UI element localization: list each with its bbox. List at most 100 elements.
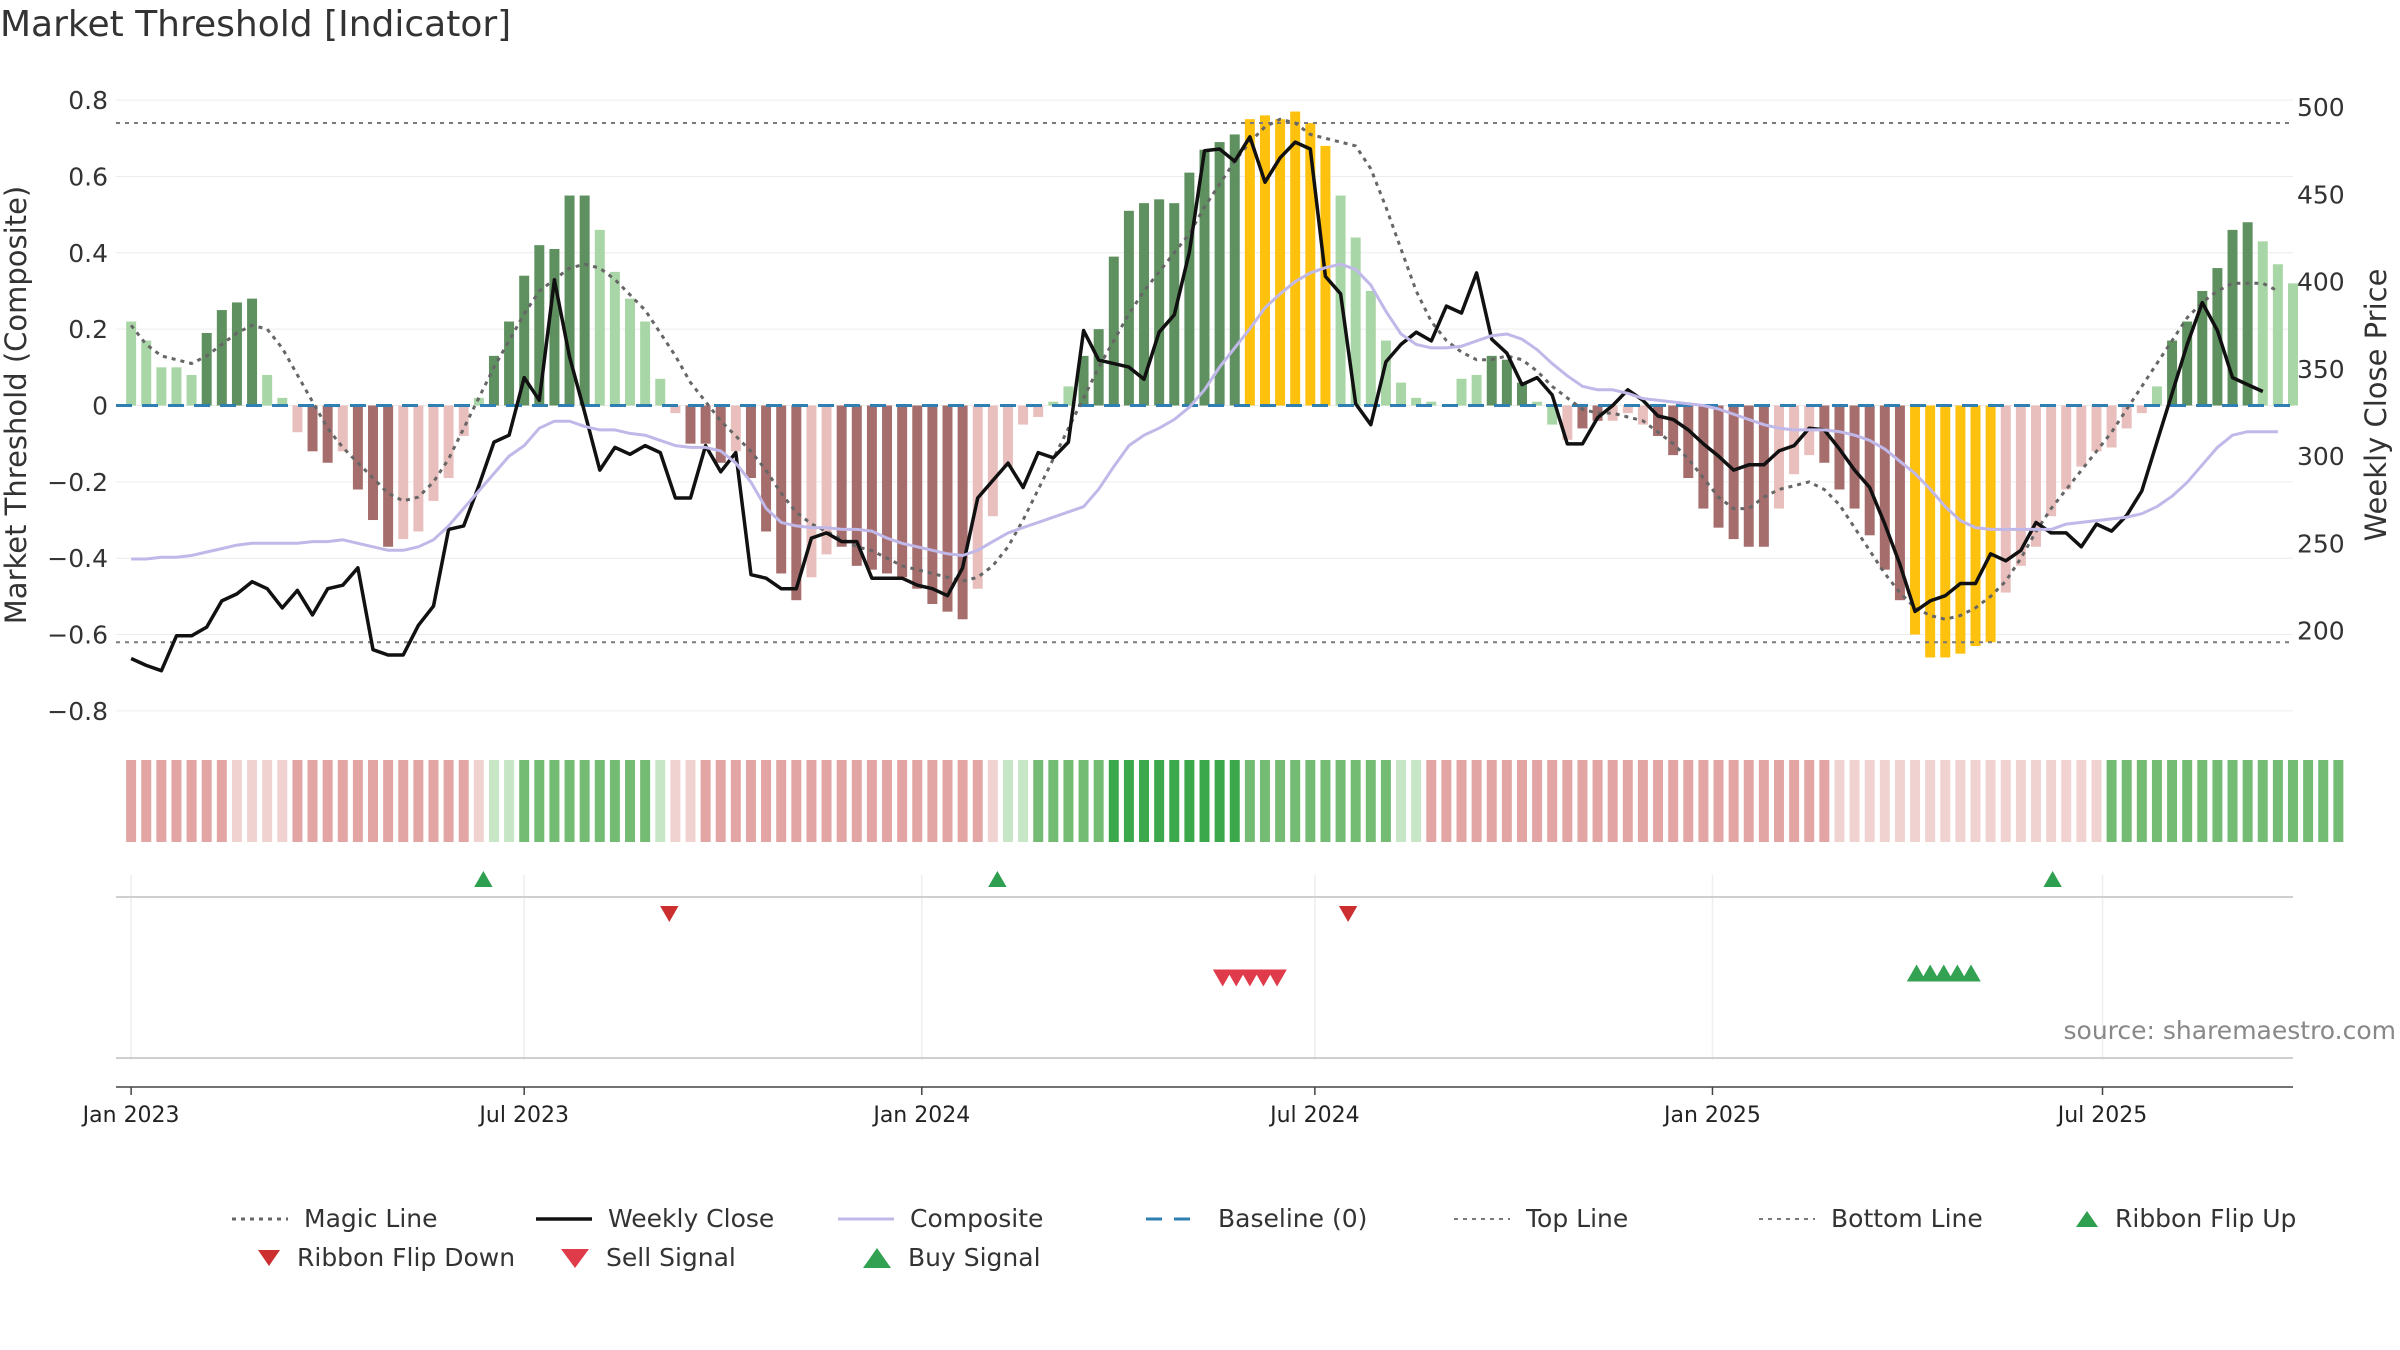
composite-bar — [1985, 405, 1996, 643]
composite-bar — [2272, 264, 2283, 406]
composite-bar — [1154, 199, 1165, 406]
ribbon-cell — [1456, 760, 1467, 842]
legend-label: Sell Signal — [606, 1243, 736, 1272]
buy-signal-legend-item: Buy Signal — [860, 1243, 1041, 1272]
ribbon-cell — [1834, 760, 1845, 842]
y-tick-label-right: 200 — [2297, 617, 2345, 646]
buy-signal-marker — [1961, 964, 1981, 982]
composite-bar — [655, 378, 666, 406]
composite-bar — [2151, 386, 2162, 406]
ribbon-flip-up-marker — [988, 871, 1007, 887]
ribbon-cell — [488, 760, 499, 842]
ribbon-cell — [1380, 760, 1391, 842]
composite-bar — [1048, 401, 1059, 406]
ribbon-cell — [443, 760, 454, 842]
composite-bar — [2076, 405, 2087, 467]
ribbon-cell — [1804, 760, 1815, 842]
ribbon-cell — [1743, 760, 1754, 842]
y-tick-label: −0.2 — [47, 468, 108, 497]
composite-bar — [866, 405, 877, 570]
ribbon-cell — [1275, 760, 1286, 842]
composite-bar — [1743, 405, 1754, 547]
composite-bar — [2212, 268, 2223, 406]
composite-bar — [1259, 115, 1270, 406]
ribbon-cell — [1244, 760, 1255, 842]
composite-bar — [730, 405, 741, 452]
ribbon-cell — [1879, 760, 1890, 842]
composite-bar — [594, 229, 605, 406]
sell-signal-marker — [1240, 969, 1260, 987]
sell-signal-legend-item: Sell Signal — [558, 1243, 736, 1272]
y-tick-label-right: 250 — [2297, 529, 2345, 558]
composite-bar — [277, 397, 288, 406]
composite-bar — [216, 310, 227, 406]
ribbon-cell — [882, 760, 893, 842]
composite-bar — [1864, 405, 1875, 536]
composite-bar — [897, 405, 908, 578]
composite-bar — [836, 405, 847, 547]
composite-bar — [2257, 241, 2268, 406]
ribbon-cell — [564, 760, 575, 842]
composite-bar — [504, 321, 515, 406]
composite-bar — [1789, 405, 1800, 475]
ribbon-cell — [2046, 760, 2057, 842]
sell-signal-marker — [1226, 969, 1247, 987]
ribbon-cell — [277, 760, 288, 842]
ribbon-cell — [806, 760, 817, 842]
ribbon-cell — [1093, 760, 1104, 842]
ribbon-cell — [2061, 760, 2072, 842]
composite-bar — [1773, 405, 1784, 509]
composite-bar — [2288, 283, 2298, 406]
ribbon-cell — [2318, 760, 2329, 842]
composite-bar — [2121, 405, 2132, 429]
composite-bar — [2091, 405, 2102, 452]
legend-label: Top Line — [1526, 1204, 1629, 1233]
ribbon-flip-up-marker — [474, 871, 493, 887]
y-tick-label-right: 450 — [2297, 180, 2345, 209]
ribbon-cell — [1562, 760, 1573, 842]
composite-bar — [761, 405, 772, 532]
y-tick-label-right: 300 — [2297, 442, 2345, 471]
x-tick-label: Jan 2024 — [871, 1103, 970, 1128]
ribbon-cell — [2227, 760, 2238, 842]
weekly-close-legend-item: Weekly Close — [534, 1204, 774, 1233]
ribbon-flip-up-legend-item: Ribbon Flip Up — [2073, 1204, 2296, 1233]
ribbon-band — [126, 760, 2344, 842]
ribbon-cell — [1350, 760, 1361, 842]
ribbon-cell — [231, 760, 242, 842]
signal-markers — [116, 871, 2293, 1059]
composite-bar — [685, 405, 696, 444]
buy-signal-marker — [1906, 964, 1927, 982]
x-tick-label: Jan 2025 — [1662, 1103, 1761, 1128]
ribbon-cell — [1683, 760, 1694, 842]
composite-bar — [1607, 405, 1618, 421]
composite-bar — [2046, 405, 2057, 517]
composite-bar — [413, 405, 424, 532]
ribbon-cell — [186, 760, 197, 842]
composite-bar — [2061, 405, 2072, 490]
composite-bar — [1002, 405, 1013, 467]
ribbon-cell — [1259, 760, 1270, 842]
composite-bar — [383, 405, 394, 547]
composite-bar — [2015, 405, 2026, 566]
composite-bar — [2242, 222, 2253, 406]
ribbon-cell — [428, 760, 439, 842]
baseline-legend-item: Baseline (0) — [1144, 1204, 1367, 1233]
x-tick-label: Jan 2023 — [81, 1103, 180, 1128]
ribbon-cell — [987, 760, 998, 842]
ribbon-cell — [730, 760, 741, 842]
buy-signal-marker — [1920, 964, 1940, 982]
composite-bar — [625, 298, 636, 406]
ribbon-cell — [2106, 760, 2117, 842]
legend-label: Ribbon Flip Down — [297, 1243, 516, 1272]
composite-bar — [1305, 122, 1316, 406]
ribbon-cell — [2167, 760, 2178, 842]
ribbon-cell — [776, 760, 787, 842]
magic-line-legend-item: Magic Line — [230, 1204, 438, 1233]
ribbon-cell — [685, 760, 696, 842]
composite-bar — [1653, 405, 1664, 437]
ribbon-cell — [1698, 760, 1709, 842]
composite-bar — [1547, 405, 1558, 425]
composite-bar — [292, 405, 303, 433]
legend: Magic Line Weekly Close Composite Baseline … — [230, 1204, 2330, 1288]
